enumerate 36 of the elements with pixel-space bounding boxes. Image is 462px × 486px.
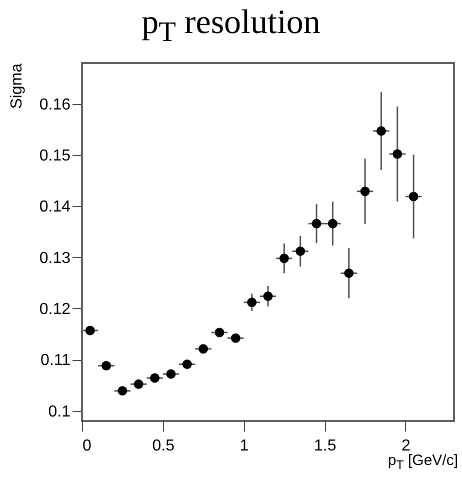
x-tick-label: 1 — [240, 438, 249, 454]
point — [296, 246, 306, 256]
point — [102, 361, 112, 370]
point — [85, 326, 95, 336]
point — [408, 192, 418, 202]
point — [198, 344, 208, 354]
x-tick-label: 0 — [82, 438, 92, 454]
point — [279, 254, 289, 264]
point — [150, 373, 160, 383]
point — [182, 360, 192, 369]
y-tick-label: 0.14 — [39, 198, 71, 216]
chart-title: p$_{T}$ resolution — [140, 4, 322, 49]
point — [230, 333, 240, 343]
x-tick-label: 1.5 — [314, 438, 336, 454]
y-axis-title: Sigma — [8, 63, 26, 109]
point — [166, 369, 176, 379]
point — [263, 291, 273, 301]
point — [344, 268, 354, 278]
point — [118, 386, 128, 396]
y-tick-label: 0.12 — [39, 300, 71, 318]
x-tick-label: 2 — [402, 438, 411, 454]
point — [247, 298, 257, 308]
x-axis-title: p$_{T}$ [GeV/c] — [388, 452, 458, 472]
point — [392, 149, 402, 159]
point — [376, 126, 386, 136]
y-tick-label: 0.1 — [48, 403, 71, 420]
x-tick-label: 0.5 — [152, 438, 175, 454]
point — [134, 379, 144, 389]
y-tick-label: 0.11 — [40, 352, 71, 370]
y-tick-label: 0.13 — [39, 250, 71, 267]
point — [360, 186, 370, 196]
y-tick-label: 0.15 — [39, 148, 71, 165]
point — [328, 218, 338, 228]
point — [214, 328, 224, 338]
y-tick-label: 0.16 — [39, 96, 71, 114]
point — [312, 218, 322, 228]
